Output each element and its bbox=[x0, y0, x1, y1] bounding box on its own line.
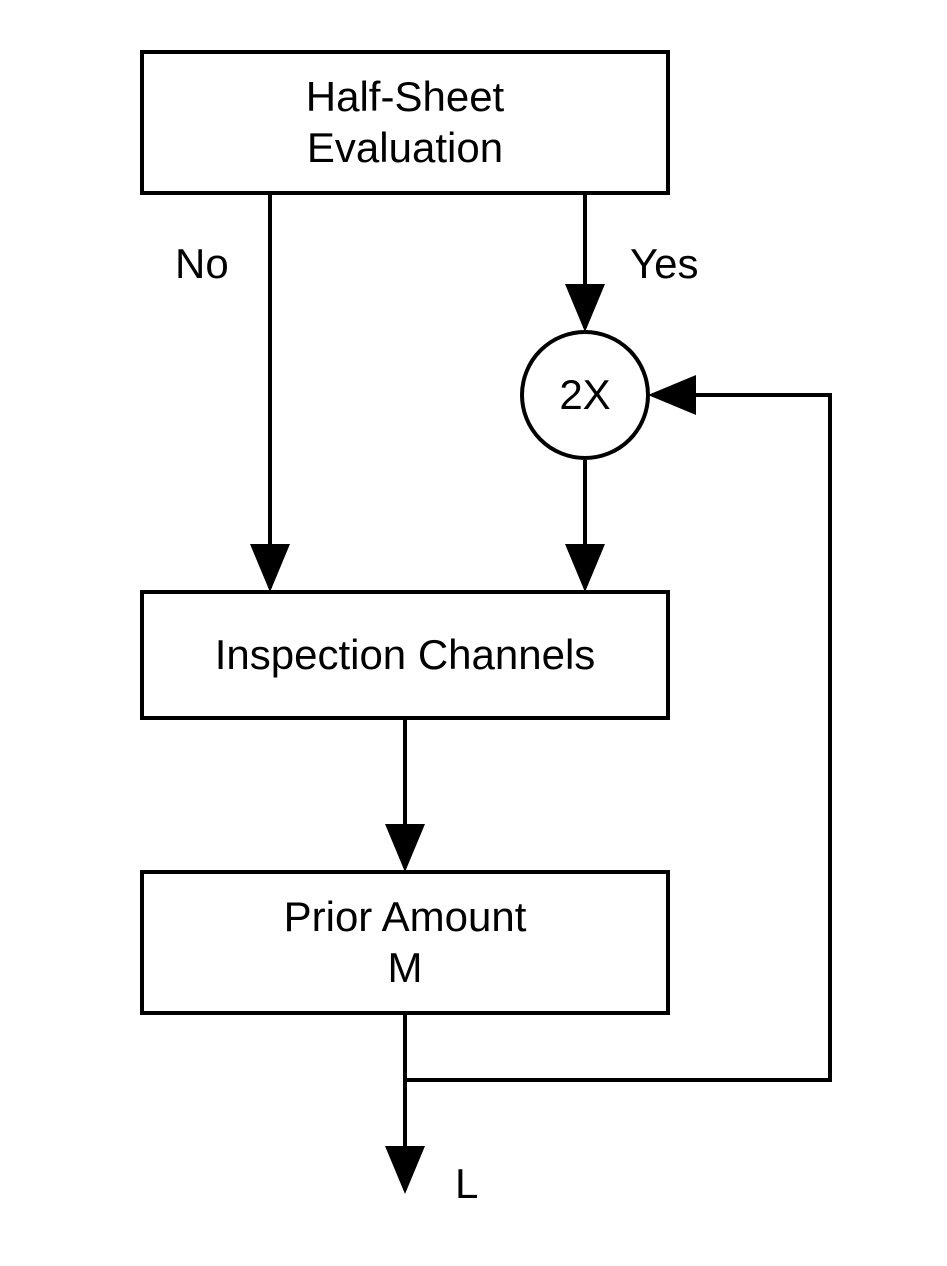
node-text: 2X bbox=[559, 370, 610, 420]
edge-label-no: No bbox=[175, 240, 229, 288]
edge-label-yes: Yes bbox=[630, 240, 699, 288]
node-inspection-channels: Inspection Channels bbox=[140, 590, 670, 720]
node-prior-amount: Prior Amount M bbox=[140, 870, 670, 1015]
node-multiplier-2x: 2X bbox=[520, 330, 650, 460]
edge-label-L: L bbox=[455, 1160, 478, 1208]
flowchart-canvas: Half-Sheet Evaluation 2X Inspection Chan… bbox=[0, 0, 947, 1266]
node-text: Half-Sheet bbox=[306, 72, 504, 122]
node-text: Inspection Channels bbox=[215, 630, 596, 680]
node-text: Prior Amount bbox=[284, 892, 527, 942]
node-half-sheet-evaluation: Half-Sheet Evaluation bbox=[140, 50, 670, 195]
node-text: M bbox=[388, 943, 423, 993]
node-text: Evaluation bbox=[307, 123, 503, 173]
